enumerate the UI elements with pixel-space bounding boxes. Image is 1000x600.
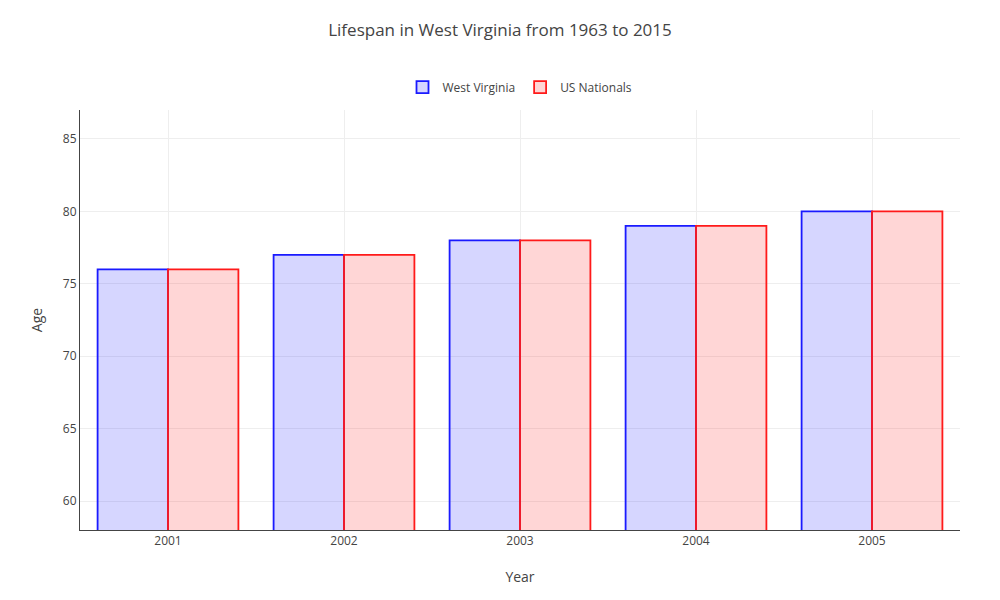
svg-text:Age: Age (27, 308, 46, 332)
svg-text:Year: Year (505, 567, 534, 586)
svg-text:2003: 2003 (506, 532, 534, 549)
svg-text:Lifespan in West Virginia from: Lifespan in West Virginia from 1963 to 2… (328, 18, 672, 41)
svg-text:80: 80 (63, 203, 77, 220)
svg-text:2001: 2001 (154, 532, 181, 549)
svg-text:2005: 2005 (858, 532, 886, 549)
svg-text:60: 60 (63, 492, 77, 509)
svg-text:West Virginia: West Virginia (443, 79, 516, 96)
svg-text:US Nationals: US Nationals (560, 79, 632, 96)
svg-text:2002: 2002 (330, 532, 358, 549)
svg-text:65: 65 (63, 420, 77, 437)
svg-text:75: 75 (63, 275, 77, 292)
svg-text:70: 70 (63, 347, 77, 364)
svg-text:85: 85 (63, 130, 77, 147)
svg-text:2004: 2004 (682, 532, 710, 549)
